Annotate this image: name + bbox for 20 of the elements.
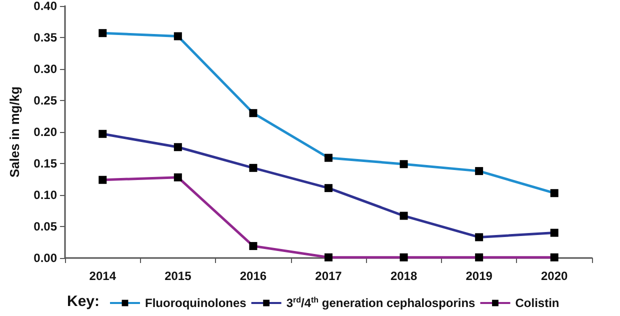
y-tick-label: 0.05 xyxy=(34,220,58,234)
y-tick-label: 0.00 xyxy=(34,251,58,265)
x-tick-label: 2018 xyxy=(390,269,418,283)
legend-label: Fluoroquinolones xyxy=(145,296,247,310)
legend-title: Key: xyxy=(67,293,100,310)
legend-label: Colistin xyxy=(515,296,560,310)
x-tick-label: 2020 xyxy=(541,269,568,283)
y-tick-label: 0.20 xyxy=(34,125,58,139)
x-tick-label: 2014 xyxy=(89,269,116,283)
x-tick-label: 2017 xyxy=(315,269,342,283)
y-tick-label: 0.35 xyxy=(34,30,58,44)
y-axis-title: Sales in mg/kg xyxy=(7,86,22,178)
y-tick-label: 0.15 xyxy=(34,156,58,170)
y-tick-label: 0.30 xyxy=(34,62,58,76)
y-tick-label: 0.40 xyxy=(34,0,58,13)
x-tick-label: 2019 xyxy=(466,269,493,283)
y-tick-label: 0.25 xyxy=(34,94,58,108)
x-tick-label: 2015 xyxy=(164,269,192,283)
x-tick-label: 2016 xyxy=(240,269,267,283)
y-tick-label: 0.10 xyxy=(34,188,58,202)
